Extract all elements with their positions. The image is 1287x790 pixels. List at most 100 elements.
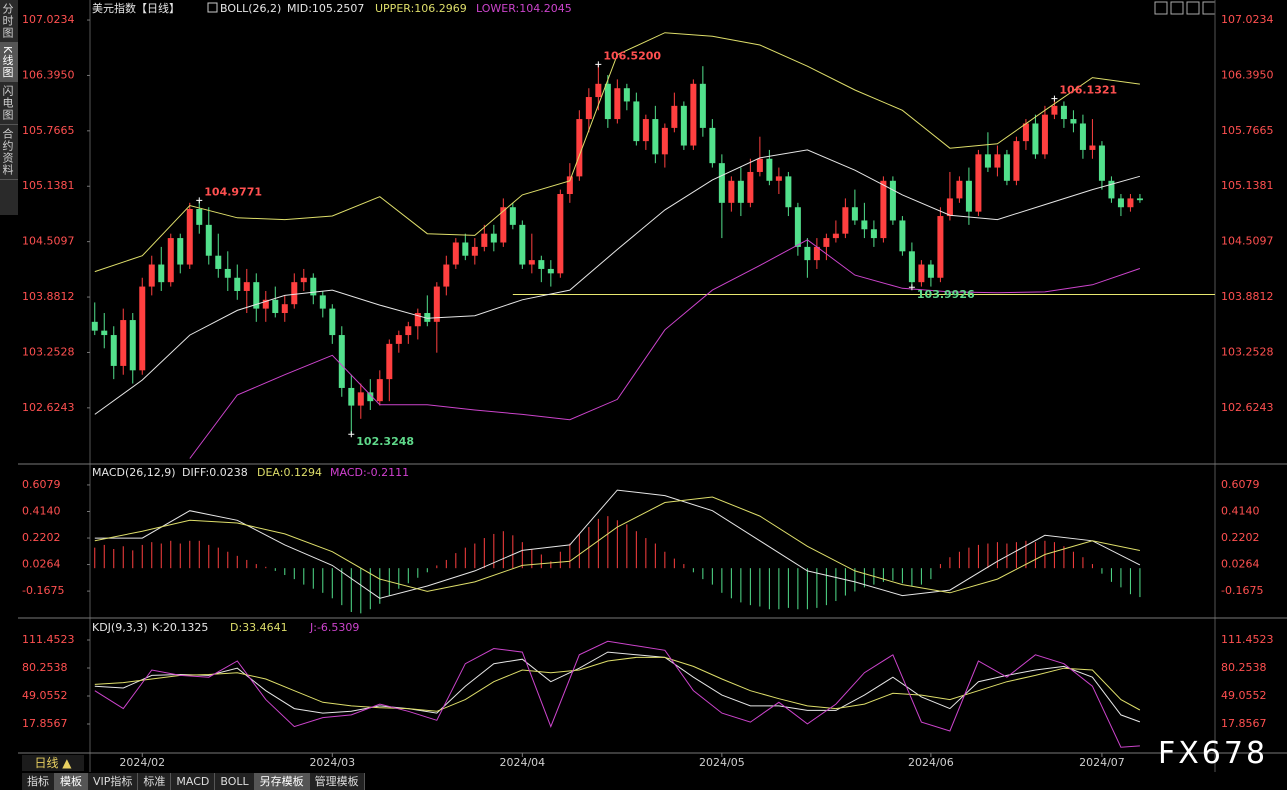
sidebar-tab[interactable]: K线图: [0, 43, 18, 83]
candle-body: [139, 286, 146, 371]
candle-body: [91, 321, 98, 331]
y-tick-label: 107.0234: [22, 13, 75, 26]
candle-body: [281, 304, 288, 314]
y-tick-label: 80.2538: [22, 661, 68, 674]
candle-body: [956, 180, 963, 199]
candle-body: [918, 264, 925, 283]
tool-icon[interactable]: [1202, 1, 1216, 15]
candle-body: [234, 277, 241, 291]
candle-body: [348, 387, 355, 406]
candle-body: [642, 119, 649, 142]
candle-body: [671, 105, 678, 128]
candle-body: [566, 176, 573, 195]
y-tick-label: -0.1675: [22, 584, 64, 597]
y-tick-label: 17.8567: [22, 717, 68, 730]
bottom-tabs: 指标 模板 VIP指标 标准 MACD BOLL 另存模板 管理模板: [22, 773, 365, 790]
y-tick-label-right: 0.4140: [1221, 504, 1260, 517]
candle-body: [832, 233, 839, 239]
bottom-tab[interactable]: 另存模板: [254, 773, 310, 790]
candle-body: [167, 238, 174, 283]
candle-body: [1079, 123, 1086, 150]
legend-item: K:20.1325: [152, 621, 208, 634]
line-series: [94, 651, 1141, 723]
line-series: [94, 489, 1141, 599]
x-tick-label: 2024/04: [499, 756, 545, 769]
candle-body: [291, 282, 298, 305]
candle-body: [490, 233, 497, 243]
candle-body: [1041, 114, 1048, 155]
candle-body: [680, 105, 687, 146]
indicator-icon: [207, 2, 218, 13]
candle-body: [633, 101, 640, 142]
y-tick-label: 102.6243: [22, 401, 75, 414]
y-tick-label-right: 49.0552: [1221, 689, 1267, 702]
candle-body: [1117, 198, 1124, 208]
candle-body: [338, 335, 345, 388]
candle-body: [129, 320, 136, 371]
candle-body: [880, 180, 887, 239]
legend-item: KDJ(9,3,3): [92, 621, 148, 634]
y-tick-label-right: 103.2528: [1221, 345, 1274, 358]
sidebar-tab[interactable]: 分时图: [0, 0, 18, 43]
candle-body: [1003, 154, 1010, 181]
candle-body: [908, 251, 915, 283]
candle-body: [690, 83, 697, 146]
candle-body: [528, 260, 535, 265]
y-tick-label-right: 105.7665: [1221, 124, 1274, 137]
bottom-tab[interactable]: 管理模板: [310, 773, 365, 790]
x-tick-label: 2024/03: [309, 756, 355, 769]
candle-body: [177, 238, 184, 265]
extreme-label: 104.9771: [204, 185, 262, 198]
x-tick-label: 2024/05: [699, 756, 745, 769]
legend-item: LOWER:104.2045: [476, 2, 572, 15]
candle-body: [1070, 119, 1077, 124]
line-series: [94, 640, 1140, 748]
bottom-tab[interactable]: 指标: [22, 773, 55, 790]
candle-body: [794, 207, 801, 247]
candle-body: [367, 392, 374, 402]
y-tick-label: 105.7665: [22, 124, 75, 137]
legend-item: MACD(26,12,9): [92, 466, 176, 479]
bottom-tab[interactable]: MACD: [171, 773, 216, 790]
candle-body: [889, 180, 896, 221]
candle-body: [699, 83, 706, 128]
candle-body: [813, 246, 820, 261]
y-tick-label: 103.8812: [22, 290, 75, 303]
y-tick-label-right: 0.0264: [1221, 558, 1260, 571]
y-tick-label: 106.3950: [22, 68, 75, 81]
candle-body: [1127, 198, 1134, 208]
bottom-tab[interactable]: VIP指标: [88, 773, 139, 790]
candle-body: [101, 330, 108, 336]
candle-body: [272, 299, 279, 314]
tool-icon[interactable]: [1154, 1, 1168, 15]
candle-body: [1098, 145, 1105, 181]
bottom-tab[interactable]: 模板: [55, 773, 88, 790]
extreme-label: 103.9926: [917, 288, 975, 301]
period-selector[interactable]: 日线 ▲: [22, 755, 84, 771]
candle-body: [386, 343, 393, 380]
candle-body: [110, 335, 117, 366]
y-tick-label: 104.5097: [22, 235, 75, 248]
y-tick-label-right: 107.0234: [1221, 13, 1274, 26]
candle-body: [481, 233, 488, 247]
tool-icon[interactable]: [1186, 1, 1200, 15]
bottom-tab[interactable]: BOLL: [215, 773, 255, 790]
candle-body: [785, 176, 792, 208]
candle-body: [737, 180, 744, 203]
candle-body: [614, 88, 621, 120]
x-tick-label: 2024/02: [119, 756, 165, 769]
bottom-tab[interactable]: 标准: [138, 773, 172, 790]
candle-body: [262, 299, 269, 309]
sidebar-tab[interactable]: 合约资料: [0, 125, 18, 181]
legend-item: MACD:-0.2111: [330, 466, 409, 479]
candle-body: [509, 207, 516, 225]
y-tick-label: 0.2202: [22, 531, 61, 544]
candle-body: [946, 198, 953, 217]
tool-icon[interactable]: [1170, 1, 1184, 15]
candle-body: [604, 83, 611, 120]
legend-item: 美元指数【日线】: [92, 1, 180, 15]
y-tick-label: 0.4140: [22, 504, 61, 517]
sidebar-tab[interactable]: 闪电图: [0, 82, 18, 126]
candle-body: [576, 119, 583, 177]
candle-body: [319, 295, 326, 309]
